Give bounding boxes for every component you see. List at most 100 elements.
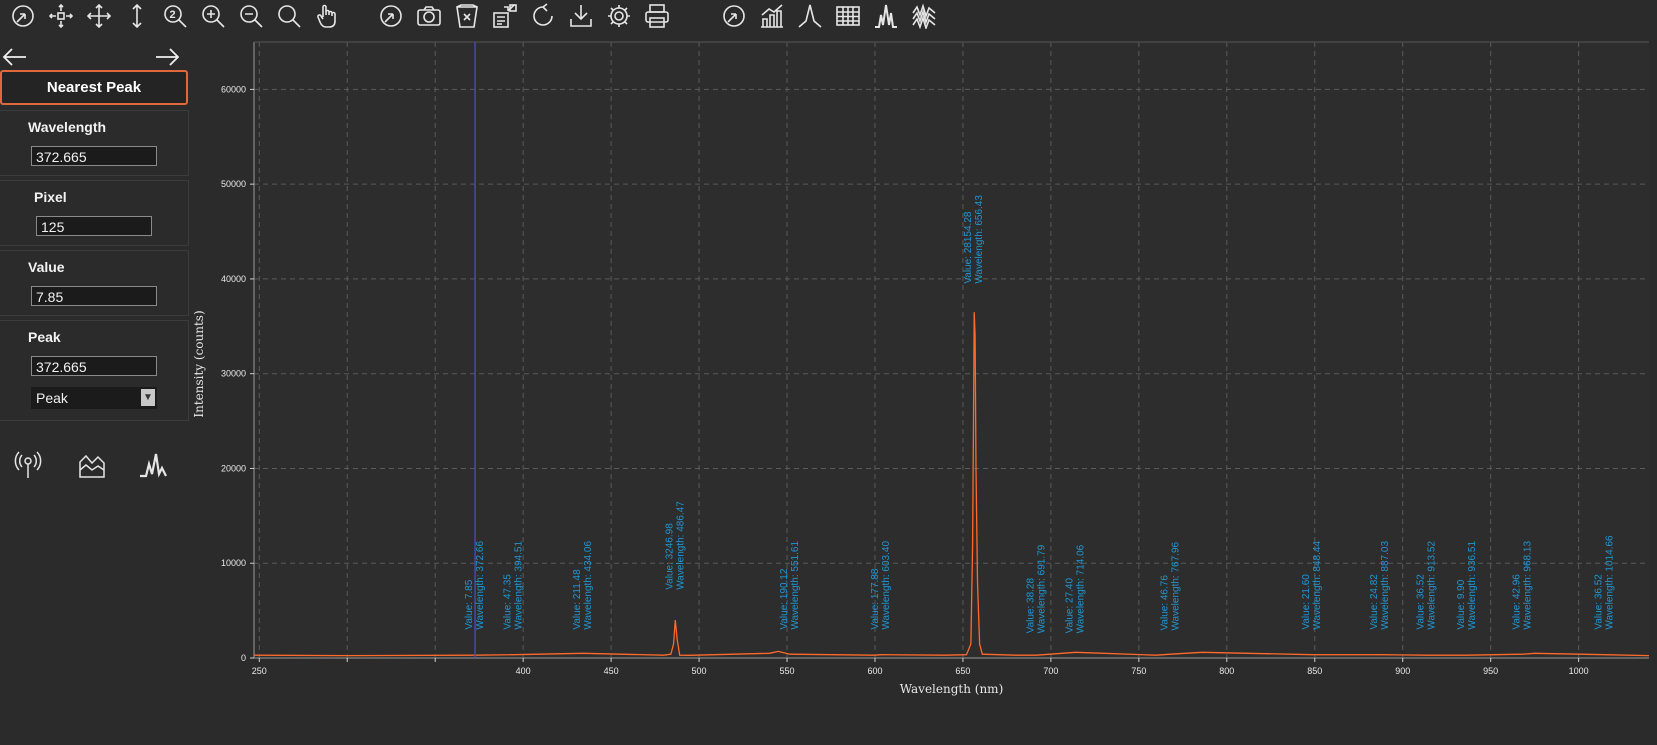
spectrum-chart-area[interactable]: 250 400 450 500 550 600 650 700 750 800 850 900 950 1… <box>192 36 1657 745</box>
y-tick-label: 40000 <box>221 274 246 284</box>
x-tick-label: 500 <box>692 666 707 676</box>
x-tick-label: 900 <box>1395 666 1410 676</box>
peak-spectrum-icon[interactable] <box>138 450 170 482</box>
peak-annotation-value: Value: 7.85 <box>464 579 475 629</box>
toolbar: 2 <box>0 0 1657 34</box>
peak-annotation-value: Value: 36.52 <box>1416 574 1427 630</box>
peak-annotation-wavelength: Wavelength: 936.51 <box>1467 541 1478 630</box>
peak-annotation-wavelength: Wavelength: 848.44 <box>1312 541 1323 630</box>
peak-annotation-value: Value: 46.76 <box>1159 575 1170 631</box>
spectrum-peaks-icon[interactable] <box>870 1 902 31</box>
reset-view-icon[interactable] <box>7 1 39 31</box>
value-input[interactable]: 7.85 <box>31 286 157 306</box>
settings-gear-icon[interactable] <box>603 1 635 31</box>
plot-background <box>254 42 1649 658</box>
back-arrow-icon[interactable] <box>0 42 30 72</box>
wavelength-label: Wavelength <box>28 119 107 135</box>
peak-annotation-wavelength: Wavelength: 656.43 <box>974 195 985 284</box>
peak-find-icon[interactable] <box>794 1 826 31</box>
x-tick-label: 650 <box>955 666 970 676</box>
peak-input[interactable]: 372.665 <box>31 356 157 376</box>
peak-annotation-wavelength: Wavelength: 603.40 <box>881 541 892 630</box>
x-axis-title: Wavelength (nm) <box>900 682 1004 696</box>
refresh-icon[interactable] <box>527 1 559 31</box>
area-chart-icon[interactable] <box>77 450 109 482</box>
x-tick-label: 400 <box>516 666 531 676</box>
download-icon[interactable] <box>565 1 597 31</box>
reset-axes-icon[interactable] <box>718 1 750 31</box>
peak-annotation-wavelength: Wavelength: 434.06 <box>583 541 594 630</box>
nearest-peak-button[interactable]: Nearest Peak <box>0 70 188 105</box>
x-tick-label: 750 <box>1131 666 1146 676</box>
hand-pointer-icon[interactable] <box>311 1 343 31</box>
y-tick-label: 60000 <box>221 84 246 94</box>
x-tick-label: 850 <box>1307 666 1322 676</box>
clear-icon[interactable] <box>451 1 483 31</box>
peak-annotation-value: Value: 9.90 <box>1456 579 1467 629</box>
peak-annotation-wavelength: Wavelength: 1014.66 <box>1604 535 1615 630</box>
peak-annotation-value: Value: 24.82 <box>1369 574 1380 630</box>
x-tick-label: 800 <box>1219 666 1234 676</box>
zoom-number-icon[interactable]: 2 <box>159 1 191 31</box>
y-tick-label: 10000 <box>221 558 246 568</box>
x-tick-label: 550 <box>780 666 795 676</box>
zoom-center-icon[interactable] <box>45 1 77 31</box>
x-tick-label: 1000 <box>1569 666 1589 676</box>
peak-annotation-wavelength: Wavelength: 394.51 <box>513 541 524 630</box>
wavelength-panel: Wavelength 372.665 <box>0 110 189 176</box>
chevron-down-icon[interactable]: ▼ <box>141 389 155 406</box>
peak-annotation-wavelength: Wavelength: 486.47 <box>675 501 686 590</box>
x-tick-label: 250 <box>252 666 267 676</box>
peak-annotation-wavelength: Wavelength: 913.52 <box>1427 541 1438 630</box>
print-icon[interactable] <box>641 1 673 31</box>
zoom-reset-icon[interactable] <box>273 1 305 31</box>
peak-annotation-wavelength: Wavelength: 767.96 <box>1170 541 1181 630</box>
y-tick-label: 50000 <box>221 179 246 189</box>
peak-annotation-value: Value: 36.52 <box>1593 574 1604 630</box>
forward-arrow-icon[interactable] <box>152 42 182 72</box>
peak-annotation-wavelength: Wavelength: 691.79 <box>1036 544 1047 633</box>
multi-spectra-icon[interactable] <box>908 1 940 31</box>
data-export-icon[interactable] <box>489 1 521 31</box>
peak-annotation-value: Value: 3246.98 <box>664 523 675 590</box>
peak-annotation-wavelength: Wavelength: 551.61 <box>790 541 801 630</box>
spectrum-chart[interactable]: 250 400 450 500 550 600 650 700 750 800 850 900 950 1… <box>192 36 1657 745</box>
pixel-panel: Pixel 125 <box>0 180 189 246</box>
peak-annotation-value: Value: 177.88 <box>870 568 881 629</box>
peak-annotation-wavelength: Wavelength: 714.06 <box>1076 544 1087 633</box>
vertical-resize-icon[interactable] <box>121 1 153 31</box>
value-label: Value <box>28 259 65 275</box>
bar-chart-icon[interactable] <box>756 1 788 31</box>
camera-icon[interactable] <box>413 1 445 31</box>
peak-panel: Peak 372.665 Peak ▼ <box>0 320 189 421</box>
peak-mode-select[interactable]: Peak ▼ <box>31 387 157 409</box>
zoom-out-icon[interactable] <box>235 1 267 31</box>
pixel-input[interactable]: 125 <box>36 216 152 236</box>
peak-mode-value: Peak <box>36 390 68 406</box>
peak-annotation-wavelength: Wavelength: 968.13 <box>1523 541 1534 630</box>
y-axis-title: Intensity (counts) <box>192 310 206 417</box>
peak-annotation-value: Value: 190.12 <box>779 568 790 629</box>
y-tick-label: 0 <box>241 653 246 663</box>
peak-annotation-value: Value: 42.96 <box>1512 574 1523 630</box>
spectrum-line <box>253 312 1650 657</box>
x-tick-label: 950 <box>1483 666 1498 676</box>
peak-annotation-wavelength: Wavelength: 372.66 <box>475 541 486 630</box>
svg-text:2: 2 <box>170 9 176 21</box>
zoom-in-icon[interactable] <box>197 1 229 31</box>
y-tick-label: 20000 <box>221 463 246 473</box>
pan-move-icon[interactable] <box>83 1 115 31</box>
peak-annotation-value: Value: 21.60 <box>1301 574 1312 630</box>
peak-annotation-wavelength: Wavelength: 887.03 <box>1380 541 1391 630</box>
peak-annotation-value: Value: 27.40 <box>1065 578 1076 634</box>
broadcast-signal-icon[interactable] <box>13 450 45 482</box>
y-tick-label: 30000 <box>221 369 246 379</box>
chart-svg[interactable]: 250 400 450 500 550 600 650 700 750 800 850 900 950 1… <box>192 36 1657 745</box>
wavelength-input[interactable]: 372.665 <box>31 146 157 166</box>
value-panel: Value 7.85 <box>0 250 189 316</box>
table-icon[interactable] <box>832 1 864 31</box>
peak-annotation-value: Value: 38.28 <box>1025 578 1036 634</box>
x-tick-label: 700 <box>1043 666 1058 676</box>
pixel-label: Pixel <box>34 189 67 205</box>
autoscale-icon[interactable] <box>375 1 407 31</box>
